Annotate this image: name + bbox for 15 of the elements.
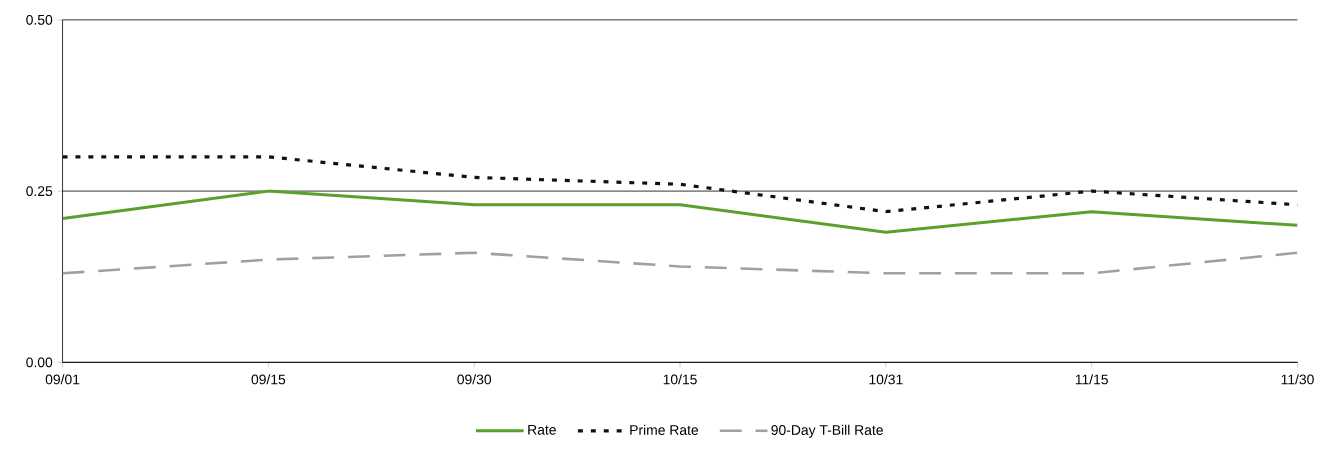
x-tick-label: 10/15 bbox=[663, 374, 697, 385]
legend-label: Prime Rate bbox=[630, 424, 699, 436]
x-tick-label: 10/31 bbox=[869, 374, 903, 385]
x-tick-label: 09/01 bbox=[45, 374, 80, 385]
x-tick-label: 11/15 bbox=[1075, 374, 1108, 385]
y-tick-label: 0.25 bbox=[26, 186, 53, 197]
x-tick-label: 09/30 bbox=[457, 374, 492, 385]
x-tick-label: 09/15 bbox=[251, 374, 286, 385]
legend-label: 90-Day T-Bill Rate bbox=[771, 424, 883, 438]
legend-label: Rate bbox=[528, 425, 556, 435]
line-series bbox=[62, 251, 1298, 275]
line-series bbox=[62, 189, 1298, 234]
y-tick-label: 0.50 bbox=[26, 15, 53, 25]
y-tick-label: 0.00 bbox=[26, 357, 53, 368]
x-tick-label: 11/30 bbox=[1281, 374, 1314, 385]
